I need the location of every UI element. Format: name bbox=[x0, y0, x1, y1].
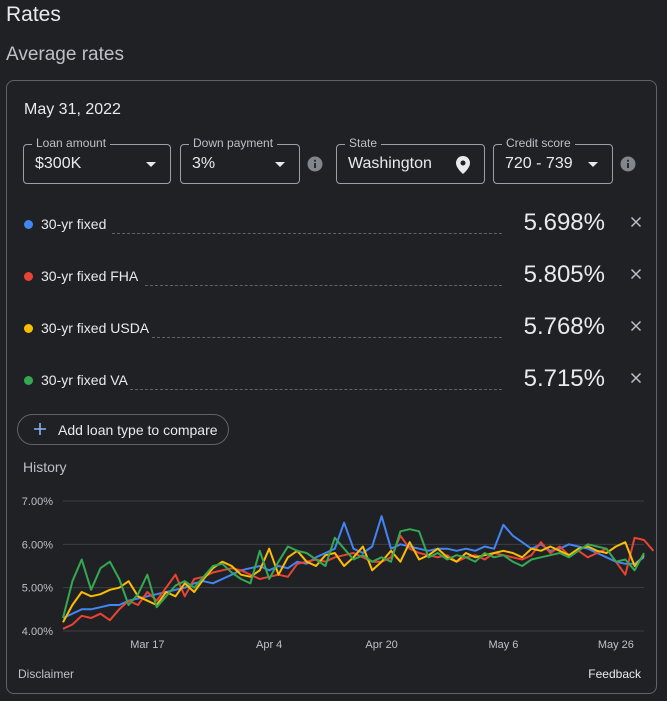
location-pin-icon bbox=[456, 156, 470, 174]
dotted-leader bbox=[130, 389, 502, 390]
down-payment-label: Down payment bbox=[189, 136, 278, 150]
down-payment-select[interactable]: Down payment 3% bbox=[180, 136, 300, 184]
chevron-down-icon bbox=[588, 162, 598, 167]
x-tick-label: May 6 bbox=[488, 639, 518, 651]
series-color-dot bbox=[24, 220, 33, 229]
state-value: Washington bbox=[348, 155, 432, 172]
x-tick-label: Apr 20 bbox=[365, 639, 397, 651]
series-color-dot bbox=[24, 324, 33, 333]
y-tick-label: 7.00% bbox=[22, 496, 53, 508]
loan-amount-select[interactable]: Loan amount $300K bbox=[23, 136, 171, 184]
rate-label: 30-yr fixed bbox=[41, 216, 107, 232]
add-loan-type-button[interactable]: Add loan type to compare bbox=[17, 414, 229, 445]
series-color-dot bbox=[24, 272, 33, 281]
close-icon[interactable] bbox=[628, 370, 644, 386]
info-icon[interactable] bbox=[620, 156, 636, 172]
rate-label: 30-yr fixed USDA bbox=[41, 320, 150, 336]
credit-score-label: Credit score bbox=[502, 136, 575, 150]
close-icon[interactable] bbox=[628, 266, 644, 282]
dotted-leader bbox=[145, 285, 502, 286]
rate-label: 30-yr fixed FHA bbox=[41, 268, 139, 284]
x-tick-label: May 26 bbox=[598, 639, 634, 651]
rate-value: 5.768% bbox=[523, 313, 605, 340]
loan-amount-label: Loan amount bbox=[32, 136, 111, 150]
state-label: State bbox=[345, 136, 382, 150]
credit-score-select[interactable]: Credit score 720 - 739 bbox=[493, 136, 613, 184]
feedback-link[interactable]: Feedback bbox=[588, 667, 641, 681]
chevron-down-icon bbox=[275, 162, 285, 167]
info-icon[interactable] bbox=[307, 156, 323, 172]
rates-date: May 31, 2022 bbox=[24, 101, 121, 118]
rates-card: May 31, 2022 Loan amount $300K Down paym… bbox=[6, 80, 657, 694]
loan-amount-value: $300K bbox=[35, 155, 82, 172]
credit-score-value: 720 - 739 bbox=[505, 155, 573, 172]
dotted-leader bbox=[112, 233, 502, 234]
rate-value: 5.715% bbox=[523, 365, 605, 392]
rate-label: 30-yr fixed VA bbox=[41, 372, 128, 388]
series-color-dot bbox=[24, 376, 33, 385]
rate-row-30yr-fixed-usda: 30-yr fixed USDA 5.768% bbox=[24, 313, 644, 343]
y-tick-label: 6.00% bbox=[22, 539, 53, 551]
chevron-down-icon bbox=[146, 162, 156, 167]
close-icon[interactable] bbox=[628, 214, 644, 230]
close-icon[interactable] bbox=[628, 318, 644, 334]
y-tick-label: 4.00% bbox=[22, 626, 53, 638]
y-tick-label: 5.00% bbox=[22, 583, 53, 595]
series-line-30-yr-fixed-usda bbox=[62, 541, 645, 623]
rate-row-30yr-fixed: 30-yr fixed 5.698% bbox=[24, 209, 644, 239]
section-title: Average rates bbox=[6, 44, 124, 65]
page-title: Rates bbox=[6, 3, 61, 26]
down-payment-value: 3% bbox=[192, 155, 216, 172]
state-select[interactable]: State Washington bbox=[336, 136, 485, 184]
plus-icon bbox=[34, 423, 46, 435]
rate-row-30yr-fixed-fha: 30-yr fixed FHA 5.805% bbox=[24, 261, 644, 291]
series-line-30-yr-fixed-fha bbox=[62, 534, 655, 630]
series-line-30-yr-fixed-va bbox=[62, 528, 645, 619]
add-loan-type-label: Add loan type to compare bbox=[58, 422, 218, 438]
history-chart: 7.00% 6.00% 5.00% 4.00% Mar 17 Apr 4 Apr 20 May… bbox=[22, 496, 655, 651]
rate-value: 5.698% bbox=[523, 209, 605, 236]
x-tick-label: Mar 17 bbox=[130, 639, 164, 651]
rate-value: 5.805% bbox=[523, 261, 605, 288]
x-tick-label: Apr 4 bbox=[256, 639, 282, 651]
history-label: History bbox=[23, 459, 67, 475]
dotted-leader bbox=[152, 337, 502, 338]
rate-row-30yr-fixed-va: 30-yr fixed VA 5.715% bbox=[24, 365, 644, 395]
disclaimer-link[interactable]: Disclaimer bbox=[18, 667, 75, 681]
